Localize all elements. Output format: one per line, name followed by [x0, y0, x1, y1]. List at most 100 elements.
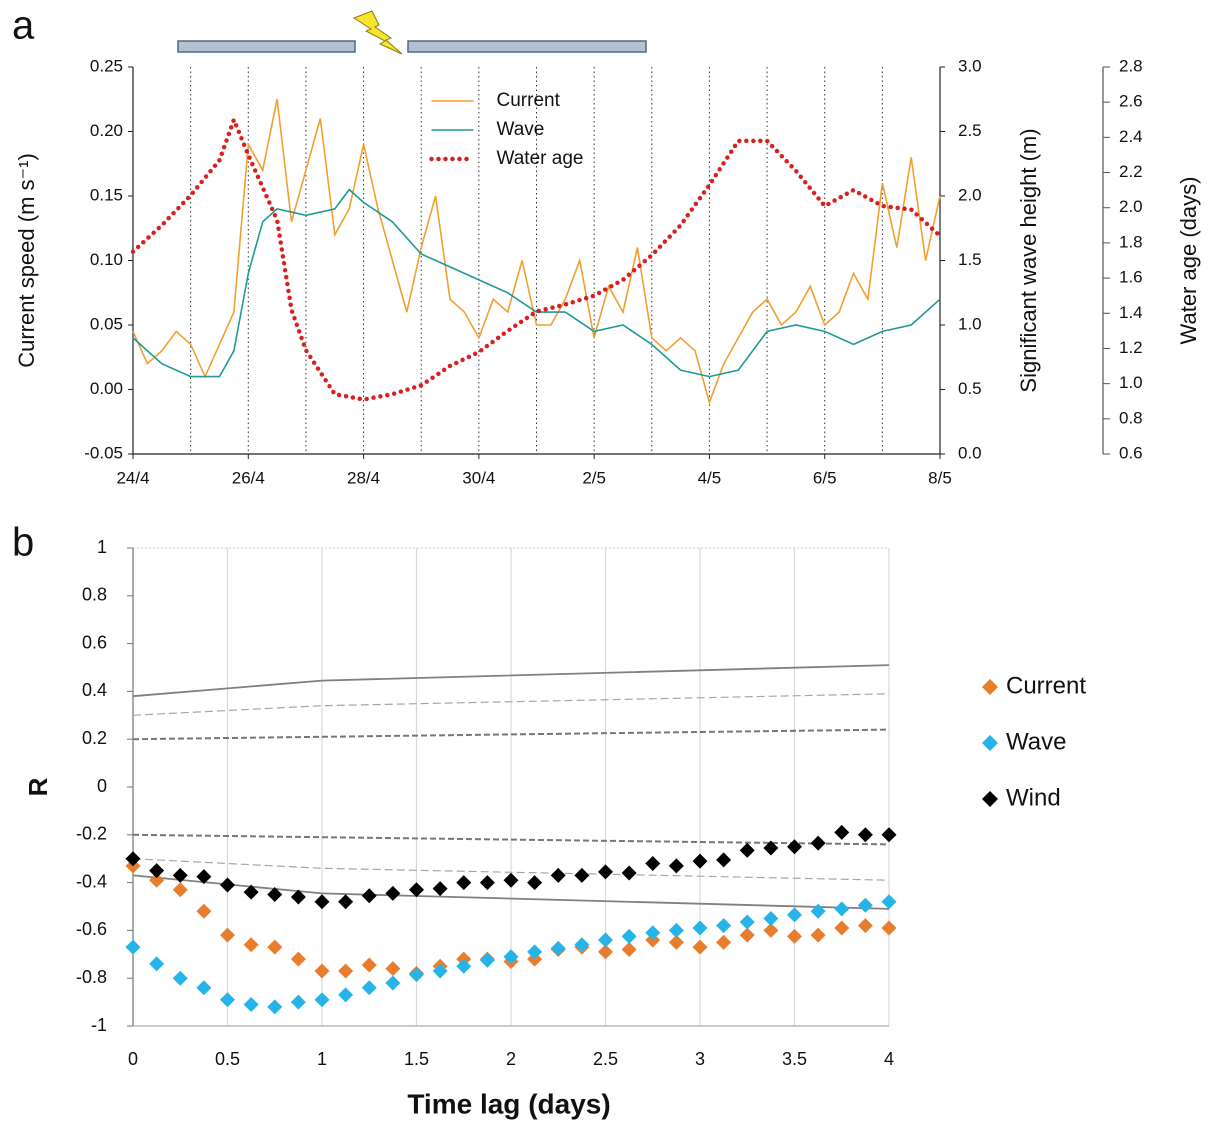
legend-swatch	[982, 791, 998, 807]
marker	[479, 952, 495, 968]
y-tick-label: 0.05	[90, 314, 123, 333]
marker	[739, 914, 755, 930]
y-tick-label: 0.6	[82, 632, 107, 652]
marker	[290, 994, 306, 1010]
marker	[598, 944, 613, 960]
legend-label: Wave	[497, 119, 545, 140]
marker	[810, 835, 826, 851]
marker	[290, 951, 306, 967]
reference-line	[132, 858, 890, 881]
marker	[361, 980, 377, 996]
marker	[857, 897, 873, 913]
marker	[621, 928, 637, 944]
marker	[857, 918, 873, 934]
marker	[338, 987, 354, 1003]
marker	[668, 922, 684, 938]
period-bar	[407, 40, 647, 53]
marker	[503, 872, 519, 888]
marker	[787, 928, 802, 944]
marker	[621, 865, 637, 881]
y-tick-label: 0.15	[90, 185, 123, 204]
legend-label: Water age	[497, 148, 584, 169]
marker	[881, 827, 897, 843]
marker	[739, 927, 755, 943]
y3-axis-title: Water age (days)	[1176, 177, 1201, 345]
y2-tick-label: 2.5	[958, 121, 982, 140]
y-tick-label: -0.2	[76, 824, 107, 844]
period-bar	[177, 40, 356, 53]
marker	[149, 956, 165, 972]
marker	[668, 858, 684, 874]
reference-line	[132, 693, 890, 716]
marker	[314, 963, 330, 979]
marker	[574, 867, 590, 883]
marker	[196, 980, 212, 996]
marker	[243, 937, 259, 953]
marker	[834, 901, 850, 917]
marker	[692, 920, 708, 936]
y2-tick-label: 1.0	[958, 314, 982, 333]
marker	[692, 939, 708, 955]
marker	[692, 853, 708, 869]
marker	[409, 967, 424, 983]
y2-tick-label: 2.0	[958, 185, 982, 204]
marker	[716, 934, 732, 950]
marker	[409, 882, 424, 898]
marker	[787, 907, 802, 923]
marker	[668, 934, 684, 950]
x-tick-label: 2/5	[582, 468, 606, 487]
y-tick-label: -0.6	[76, 919, 107, 939]
marker	[881, 894, 897, 910]
x-tick-label: 4	[884, 1049, 894, 1069]
marker	[503, 949, 519, 965]
marker	[810, 903, 826, 919]
marker	[432, 963, 448, 979]
y3-tick-label: 1.8	[1119, 232, 1143, 251]
lightning-icon	[352, 10, 403, 55]
data-line	[132, 188, 941, 378]
marker	[456, 958, 472, 974]
y2-axis-title: Significant wave height (m)	[1016, 128, 1041, 392]
marker	[361, 957, 377, 973]
marker	[621, 942, 637, 958]
y3-tick-label: 2.0	[1119, 197, 1143, 216]
y-axis-title: Current speed (m s⁻¹)	[14, 153, 39, 368]
y3-tick-label: 2.6	[1119, 92, 1143, 111]
marker	[267, 999, 283, 1015]
marker	[338, 894, 354, 910]
legend-label: Wave	[1006, 728, 1066, 755]
marker	[598, 932, 613, 948]
y-tick-label: -0.05	[84, 443, 123, 462]
y-tick-label: 0	[97, 776, 107, 796]
y3-tick-label: 0.8	[1119, 408, 1143, 427]
legend-label: Wind	[1006, 784, 1061, 811]
marker	[479, 875, 495, 891]
marker	[149, 872, 165, 888]
x-tick-label: 0	[128, 1049, 138, 1069]
marker	[716, 918, 732, 934]
marker	[243, 996, 259, 1012]
x-tick-label: 26/4	[232, 468, 265, 487]
marker	[149, 863, 165, 879]
x-tick-label: 6/5	[813, 468, 837, 487]
marker	[172, 970, 188, 986]
y-tick-label: 1	[97, 537, 107, 557]
panel-label: b	[12, 521, 34, 565]
legend-swatch	[982, 735, 998, 751]
y-tick-label: 0.25	[90, 56, 123, 75]
marker	[787, 839, 802, 855]
marker	[739, 842, 755, 858]
x-tick-label: 2	[506, 1049, 516, 1069]
reference-line	[132, 833, 890, 846]
marker	[196, 903, 212, 919]
marker	[125, 939, 141, 955]
marker	[834, 824, 850, 840]
y3-tick-label: 2.8	[1119, 56, 1143, 75]
y3-tick-label: 1.2	[1119, 338, 1143, 357]
y-tick-label: 0.10	[90, 250, 123, 269]
y3-tick-label: 1.0	[1119, 373, 1143, 392]
marker	[456, 875, 472, 891]
reference-line	[132, 874, 890, 910]
marker	[385, 885, 401, 901]
